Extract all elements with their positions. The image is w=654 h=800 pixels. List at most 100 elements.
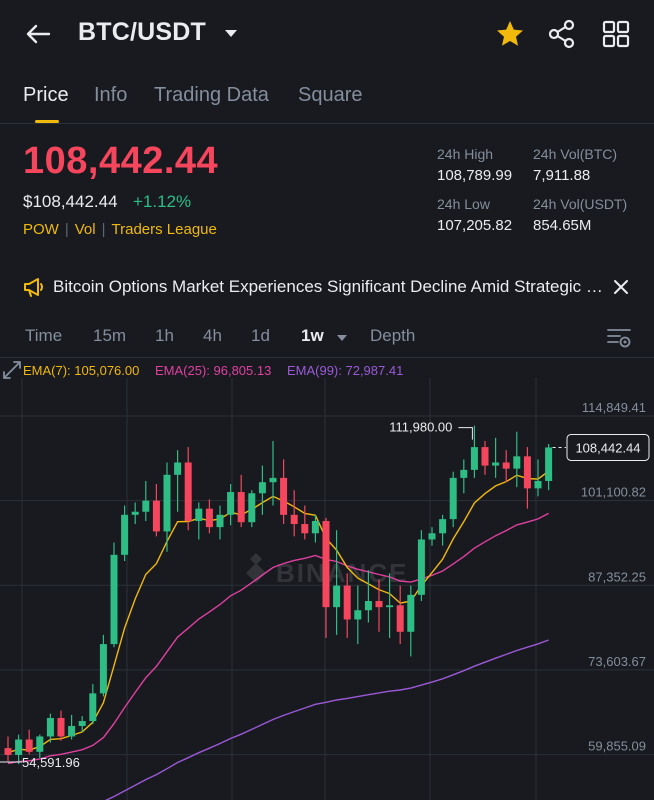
candle-body — [439, 519, 447, 534]
candle-body — [322, 520, 330, 608]
news-headline[interactable]: Bitcoin Options Market Experiences Signi… — [53, 277, 605, 296]
candle-body — [417, 539, 425, 595]
low-24h-label: 24h Low — [437, 196, 490, 212]
candle-body — [99, 644, 107, 694]
main-tabs: Price Info Trading Data Square — [0, 80, 654, 124]
ema7-line — [7, 470, 550, 754]
ema-legend: EMA(7): 105,076.00 EMA(25): 96,805.13 EM… — [23, 363, 415, 378]
timeframe-time[interactable]: Time — [25, 326, 63, 345]
tab-trading-data[interactable]: Trading Data — [154, 84, 269, 106]
ema99-legend: EMA(99): 72,987.41 — [286, 363, 404, 378]
close-icon[interactable] — [612, 278, 630, 296]
candle-body — [492, 462, 500, 466]
ema99-line — [104, 639, 549, 800]
candle-body — [89, 693, 97, 722]
tab-price[interactable]: Price — [23, 84, 69, 106]
candle-body — [386, 605, 394, 608]
candle-body — [513, 456, 521, 469]
vol-usdt-value: 854.65M — [533, 217, 592, 234]
star-icon[interactable] — [494, 18, 526, 50]
high-marker-label: 111,980.00 — [389, 420, 452, 435]
chevron-down-icon[interactable] — [336, 332, 348, 344]
candle-body — [502, 462, 510, 469]
ema25-legend: EMA(25): 96,805.13 — [154, 363, 272, 378]
candle-body — [290, 514, 298, 525]
candle-body — [545, 447, 553, 481]
candle-body — [311, 520, 319, 534]
timeframe-bar: Time 15m 1h 4h 1d 1w Depth — [0, 320, 654, 354]
tab-info[interactable]: Info — [94, 84, 128, 106]
timeframe-1d[interactable]: 1d — [251, 326, 270, 345]
candle-body — [428, 533, 436, 540]
tag-vol[interactable]: Vol — [74, 221, 96, 238]
candle-body — [301, 524, 309, 534]
megaphone-icon — [24, 278, 43, 297]
candle-body — [237, 492, 245, 523]
share-icon[interactable] — [546, 18, 578, 50]
tag-separator: | — [101, 221, 106, 238]
back-arrow-icon[interactable] — [22, 18, 54, 50]
candle-body — [216, 514, 224, 528]
candle-body — [121, 514, 129, 555]
news-banner[interactable]: Bitcoin Options Market Experiences Signi… — [0, 270, 654, 306]
y-axis-tick-label: 101,100.82 — [581, 485, 646, 500]
vol-btc-value: 7,911.88 — [533, 167, 591, 184]
candle-body — [163, 474, 171, 532]
tab-square[interactable]: Square — [298, 84, 363, 106]
watermark-text: BINANCE — [276, 558, 408, 588]
timeframe-depth[interactable]: Depth — [370, 326, 416, 345]
high-24h-value: 108,789.99 — [437, 167, 513, 184]
pair-title[interactable]: BTC/USDT — [78, 18, 206, 46]
candle-body — [248, 493, 256, 523]
candle-body — [396, 605, 404, 632]
candle-body — [354, 610, 362, 620]
chart-canvas[interactable]: BINANCE 114,849.41 101,100.82 87,352.25 73,… — [0, 358, 654, 800]
tag-separator: | — [64, 221, 69, 238]
candle-body — [364, 601, 372, 611]
candle-body — [57, 717, 65, 737]
tag-traders-league[interactable]: Traders League — [111, 221, 217, 238]
candle-body — [449, 477, 457, 520]
timeframe-4h[interactable]: 4h — [203, 326, 222, 345]
candle-body — [110, 554, 118, 645]
candle-body — [258, 482, 266, 494]
grid-icon[interactable] — [600, 18, 632, 50]
timeframe-1w[interactable]: 1w — [301, 326, 324, 345]
timeframe-15m[interactable]: 15m — [93, 326, 127, 345]
candle-body — [470, 447, 478, 470]
low-marker-label: 54,591.96 — [22, 755, 80, 770]
candle-body — [184, 462, 192, 521]
tag-pow[interactable]: POW — [23, 221, 59, 238]
low-24h-value: 107,205.82 — [437, 217, 513, 234]
candlestick-chart[interactable]: BINANCE 114,849.41 101,100.82 87,352.25 73,… — [0, 358, 654, 800]
active-tab-indicator — [35, 120, 59, 123]
vol-usdt-label: 24h Vol(USDT) — [533, 196, 628, 212]
expand-icon[interactable] — [0, 358, 24, 382]
candle-body — [481, 447, 489, 466]
chart-settings-icon[interactable] — [606, 326, 632, 350]
candle-body — [205, 508, 213, 528]
price-change: +1.12% — [133, 192, 192, 211]
candle-body — [68, 725, 76, 737]
candle-body — [195, 508, 203, 521]
candle-body — [152, 500, 160, 532]
last-price-tag — [566, 433, 650, 461]
candle-body — [78, 721, 86, 726]
y-axis-tick-label: 59,855.09 — [588, 739, 646, 754]
candle-body — [460, 469, 468, 478]
tag-list: POW | Vol | Traders League — [23, 221, 217, 238]
candle-body — [343, 585, 351, 620]
y-axis-tick-label: 87,352.25 — [588, 569, 646, 584]
candle-body — [407, 594, 415, 632]
candle-body — [25, 739, 33, 752]
candle-body — [333, 585, 341, 608]
candle-body — [227, 492, 235, 515]
usd-price: $108,442.44 — [23, 192, 118, 211]
candle-body — [15, 739, 23, 755]
timeframe-1h[interactable]: 1h — [155, 326, 174, 345]
ema25-line — [7, 512, 549, 765]
candle-body — [375, 601, 383, 608]
y-axis-tick-label: 114,849.41 — [582, 400, 646, 415]
chevron-down-icon[interactable] — [222, 24, 240, 42]
last-price-tag-label: 108,442.44 — [575, 440, 640, 455]
